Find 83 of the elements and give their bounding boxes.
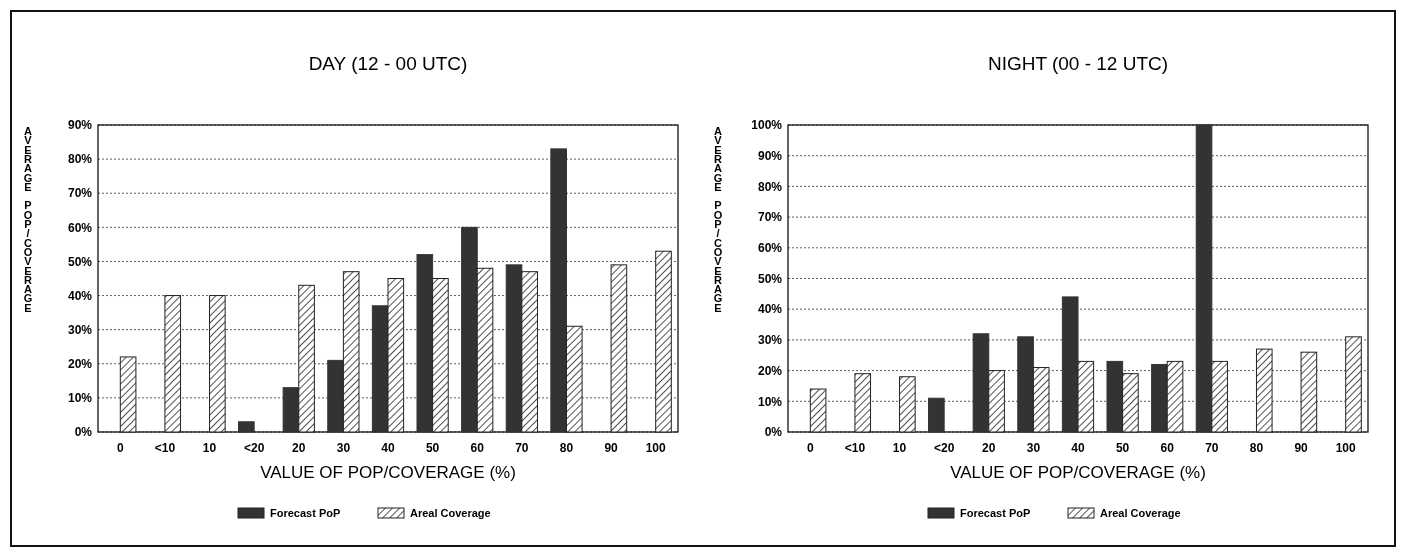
x-tick-label: 60	[1160, 441, 1175, 455]
bar	[610, 264, 628, 433]
y-tick-label: 70%	[757, 210, 783, 225]
x-tick-label: <20	[243, 441, 265, 455]
bar	[1255, 348, 1273, 433]
bar	[854, 373, 872, 433]
bar	[655, 250, 672, 433]
x-tick-label: 90	[1294, 441, 1309, 455]
x-tick-label: 70	[515, 441, 529, 455]
bar	[988, 370, 1005, 433]
y-tick-label: 90%	[757, 148, 783, 163]
x-tick-label: 10	[202, 441, 217, 455]
y-tick-label: 0%	[74, 425, 93, 440]
y-tick-label: 40%	[757, 302, 783, 317]
bar	[899, 376, 916, 433]
bar	[476, 267, 494, 433]
bar	[1077, 360, 1095, 433]
bar	[1166, 360, 1184, 433]
x-tick-label: <10	[844, 441, 866, 455]
text: AVERAGE POP/COVERAGE	[713, 125, 723, 314]
x-tick-label: 20	[982, 441, 996, 455]
x-tick-label: 70	[1205, 441, 1219, 455]
y-tick-label: 30%	[67, 322, 93, 337]
x-tick-label: 80	[1249, 441, 1264, 455]
bar	[1300, 351, 1318, 433]
y-tick-label: 60%	[67, 220, 93, 235]
legend-label: Areal Coverage	[410, 507, 491, 519]
x-tick-label: 40	[1071, 441, 1085, 455]
x-tick-label: 50	[425, 441, 440, 455]
x-tick-label: 20	[292, 441, 306, 455]
bar	[119, 356, 137, 433]
bar	[432, 278, 449, 433]
bar	[209, 295, 226, 433]
text: AVERAGE POP/COVERAGE	[23, 125, 33, 314]
bar	[1211, 360, 1228, 433]
y-tick-label: 70%	[67, 186, 93, 201]
legend-label: Forecast PoP	[270, 507, 341, 519]
bar	[809, 388, 827, 433]
y-tick-label: 50%	[757, 271, 783, 286]
y-tick-label: 0%	[764, 425, 783, 440]
bar	[565, 325, 583, 433]
bar	[1122, 373, 1139, 433]
y-tick-label: 80%	[757, 179, 783, 194]
y-tick-label: 90%	[67, 118, 93, 133]
x-tick-label: 50	[1115, 441, 1130, 455]
bar	[1032, 367, 1050, 433]
y-tick-label: 50%	[67, 254, 93, 269]
y-tick-label: 100%	[751, 118, 783, 133]
x-tick-label: 10	[892, 441, 907, 455]
y-tick-label: 30%	[757, 333, 783, 348]
x-tick-label: 60	[470, 441, 485, 455]
x-axis-title: VALUE OF POP/COVERAGE (%)	[260, 463, 516, 482]
bar	[342, 271, 360, 433]
y-tick-label: 80%	[67, 152, 93, 167]
bar	[387, 278, 405, 433]
x-tick-label: 40	[381, 441, 395, 455]
x-tick-label: <10	[154, 441, 176, 455]
bar	[1345, 336, 1362, 433]
y-tick-label: 60%	[757, 241, 783, 255]
chart-title: DAY (12 - 00 UTC)	[308, 53, 468, 74]
bar	[505, 264, 523, 433]
x-axis-title: VALUE OF POP/COVERAGE (%)	[950, 463, 1206, 482]
x-tick-label: 80	[559, 441, 574, 455]
y-tick-label: 10%	[67, 391, 93, 406]
y-tick-label: 10%	[757, 394, 783, 409]
x-tick-label: <20	[933, 441, 955, 455]
y-tick-label: 40%	[67, 288, 93, 303]
x-tick-label: 100	[1335, 441, 1357, 455]
bar	[164, 295, 182, 433]
bar	[298, 284, 315, 433]
bar	[521, 271, 538, 433]
y-tick-label: 20%	[67, 356, 93, 371]
legend-label: Forecast PoP	[960, 507, 1031, 519]
bar	[238, 421, 255, 433]
y-tick-label: 20%	[757, 363, 783, 378]
x-tick-label: 100	[645, 441, 667, 455]
legend-label: Areal Coverage	[1100, 507, 1181, 519]
x-tick-label: 30	[1026, 441, 1041, 455]
x-tick-label: 90	[604, 441, 619, 455]
x-tick-label: 0	[806, 441, 814, 455]
x-tick-label: 30	[336, 441, 351, 455]
x-tick-label: 0	[116, 441, 124, 455]
chart-title: NIGHT (00 - 12 UTC)	[987, 53, 1169, 74]
